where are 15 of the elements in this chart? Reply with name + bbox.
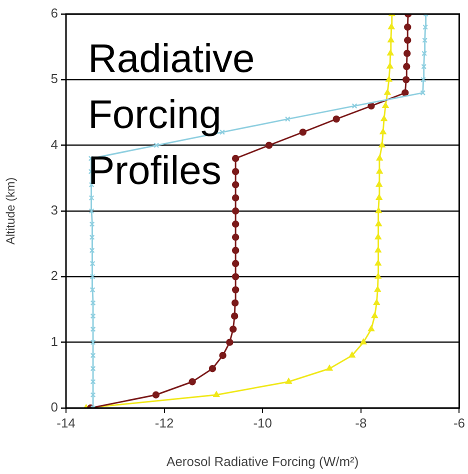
x-tick-label: -12 xyxy=(154,415,174,430)
text: Radiative Forcing Profiles xyxy=(88,37,255,193)
y-tick-label: 2 xyxy=(50,268,58,284)
x-tick-label: -10 xyxy=(253,415,272,430)
x-tick-label: -8 xyxy=(355,415,367,430)
x-tick-label: -6 xyxy=(453,415,465,430)
x-axis-title: Aerosol Radiative Forcing (W/m²) xyxy=(166,454,359,469)
y-tick-label: 5 xyxy=(50,71,58,86)
y-tick-label: 0 xyxy=(50,400,58,415)
y-tick-label: 4 xyxy=(50,136,58,152)
y-tick-label: 6 xyxy=(50,6,58,21)
x-tick-label: -14 xyxy=(56,415,76,430)
y-axis-title: Altitude (km) xyxy=(4,177,18,245)
y-tick-label: 3 xyxy=(50,202,58,218)
y-tick-label: 1 xyxy=(50,334,58,349)
